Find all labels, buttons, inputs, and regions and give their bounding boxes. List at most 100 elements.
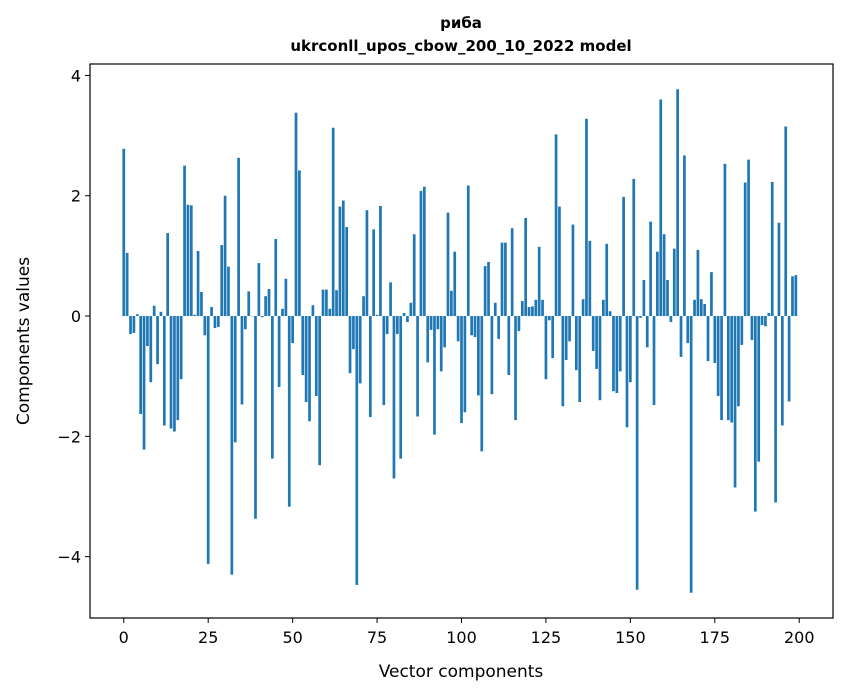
bar-147 xyxy=(618,316,622,372)
y-tick-label: 2 xyxy=(71,187,81,206)
bar-96 xyxy=(446,212,450,317)
bar-39 xyxy=(254,316,257,519)
bar-80 xyxy=(392,316,396,479)
bar-65 xyxy=(341,200,345,317)
bar-155 xyxy=(645,316,649,348)
bar-124 xyxy=(541,299,544,317)
bar-169 xyxy=(693,299,696,317)
bar-56 xyxy=(311,305,315,317)
bar-75 xyxy=(375,314,379,317)
bar-69 xyxy=(355,316,359,585)
bar-117 xyxy=(517,316,521,332)
bar-172 xyxy=(703,304,707,317)
bar-7 xyxy=(146,316,149,347)
x-tick-label: 150 xyxy=(615,628,646,647)
bar-126 xyxy=(547,316,551,321)
bar-25 xyxy=(206,316,210,564)
bar-59 xyxy=(321,289,325,317)
bar-179 xyxy=(726,316,730,421)
bar-21 xyxy=(193,314,197,317)
bar-183 xyxy=(740,316,744,345)
bar-33 xyxy=(233,316,237,443)
bar-158 xyxy=(656,251,659,317)
x-tick-label: 25 xyxy=(198,628,218,647)
bar-46 xyxy=(277,316,281,388)
bar-188 xyxy=(757,316,761,462)
bar-16 xyxy=(176,316,180,421)
bar-8 xyxy=(149,316,153,383)
bar-43 xyxy=(267,288,271,317)
bar-81 xyxy=(395,316,399,335)
bar-191 xyxy=(767,313,771,317)
bar-20 xyxy=(189,205,193,317)
bar-177 xyxy=(720,316,723,421)
bar-116 xyxy=(514,316,517,421)
bar-35 xyxy=(240,316,244,405)
bar-176 xyxy=(716,316,720,397)
bar-62 xyxy=(331,127,335,317)
bar-57 xyxy=(314,316,318,397)
bar-86 xyxy=(412,234,416,317)
bar-199 xyxy=(794,275,798,317)
bar-156 xyxy=(649,221,652,317)
bar-5 xyxy=(139,316,143,415)
bar-61 xyxy=(328,308,332,317)
bar-70 xyxy=(358,316,362,384)
y-axis: −4 −2 0 2 4 xyxy=(57,66,90,567)
bar-140 xyxy=(595,316,598,369)
bar-31 xyxy=(227,266,230,317)
bar-102 xyxy=(466,185,470,317)
bar-82 xyxy=(399,316,403,459)
bar-24 xyxy=(203,316,207,336)
bar-71 xyxy=(362,296,365,317)
bar-44 xyxy=(271,316,274,459)
y-tick-label: −2 xyxy=(57,427,81,446)
bar-175 xyxy=(713,316,717,363)
bar-185 xyxy=(747,159,750,317)
bar-17 xyxy=(179,316,183,380)
y-tick-label: −4 xyxy=(57,548,81,567)
bar-85 xyxy=(409,302,413,317)
bar-131 xyxy=(564,316,568,360)
bar-109 xyxy=(490,316,494,395)
bar-151 xyxy=(632,178,636,317)
bar-98 xyxy=(453,251,457,317)
bar-95 xyxy=(443,316,446,348)
bar-110 xyxy=(493,302,497,317)
bar-22 xyxy=(196,251,200,317)
bar-122 xyxy=(534,299,538,317)
x-tick-label: 50 xyxy=(282,628,302,647)
bar-174 xyxy=(710,272,713,317)
bar-170 xyxy=(696,249,700,317)
x-tick-label: 75 xyxy=(367,628,387,647)
bar-106 xyxy=(480,316,484,452)
chart-title-line1: риба xyxy=(440,14,482,32)
x-axis-label: Vector components xyxy=(379,662,544,682)
bar-159 xyxy=(659,99,663,317)
bar-27 xyxy=(213,316,217,329)
bar-49 xyxy=(287,316,291,507)
x-tick-label: 200 xyxy=(784,628,815,647)
bar-74 xyxy=(372,229,376,317)
bar-4 xyxy=(135,314,139,317)
bar-160 xyxy=(662,234,666,317)
bar-1 xyxy=(125,252,129,317)
bar-141 xyxy=(598,316,602,401)
bar-47 xyxy=(281,308,284,317)
bar-136 xyxy=(581,299,585,317)
bar-168 xyxy=(689,316,693,593)
bar-93 xyxy=(436,316,440,330)
bar-104 xyxy=(473,316,477,338)
bar-166 xyxy=(683,155,686,317)
bar-94 xyxy=(439,316,443,372)
y-tick-label: 0 xyxy=(71,307,81,326)
bar-42 xyxy=(264,296,267,317)
bar-40 xyxy=(257,263,261,317)
bar-41 xyxy=(260,316,264,318)
bar-171 xyxy=(699,299,703,317)
bar-119 xyxy=(524,217,528,317)
bar-165 xyxy=(679,316,683,357)
bar-53 xyxy=(301,316,305,375)
x-tick-label: 175 xyxy=(700,628,731,647)
bar-0 xyxy=(122,148,126,317)
